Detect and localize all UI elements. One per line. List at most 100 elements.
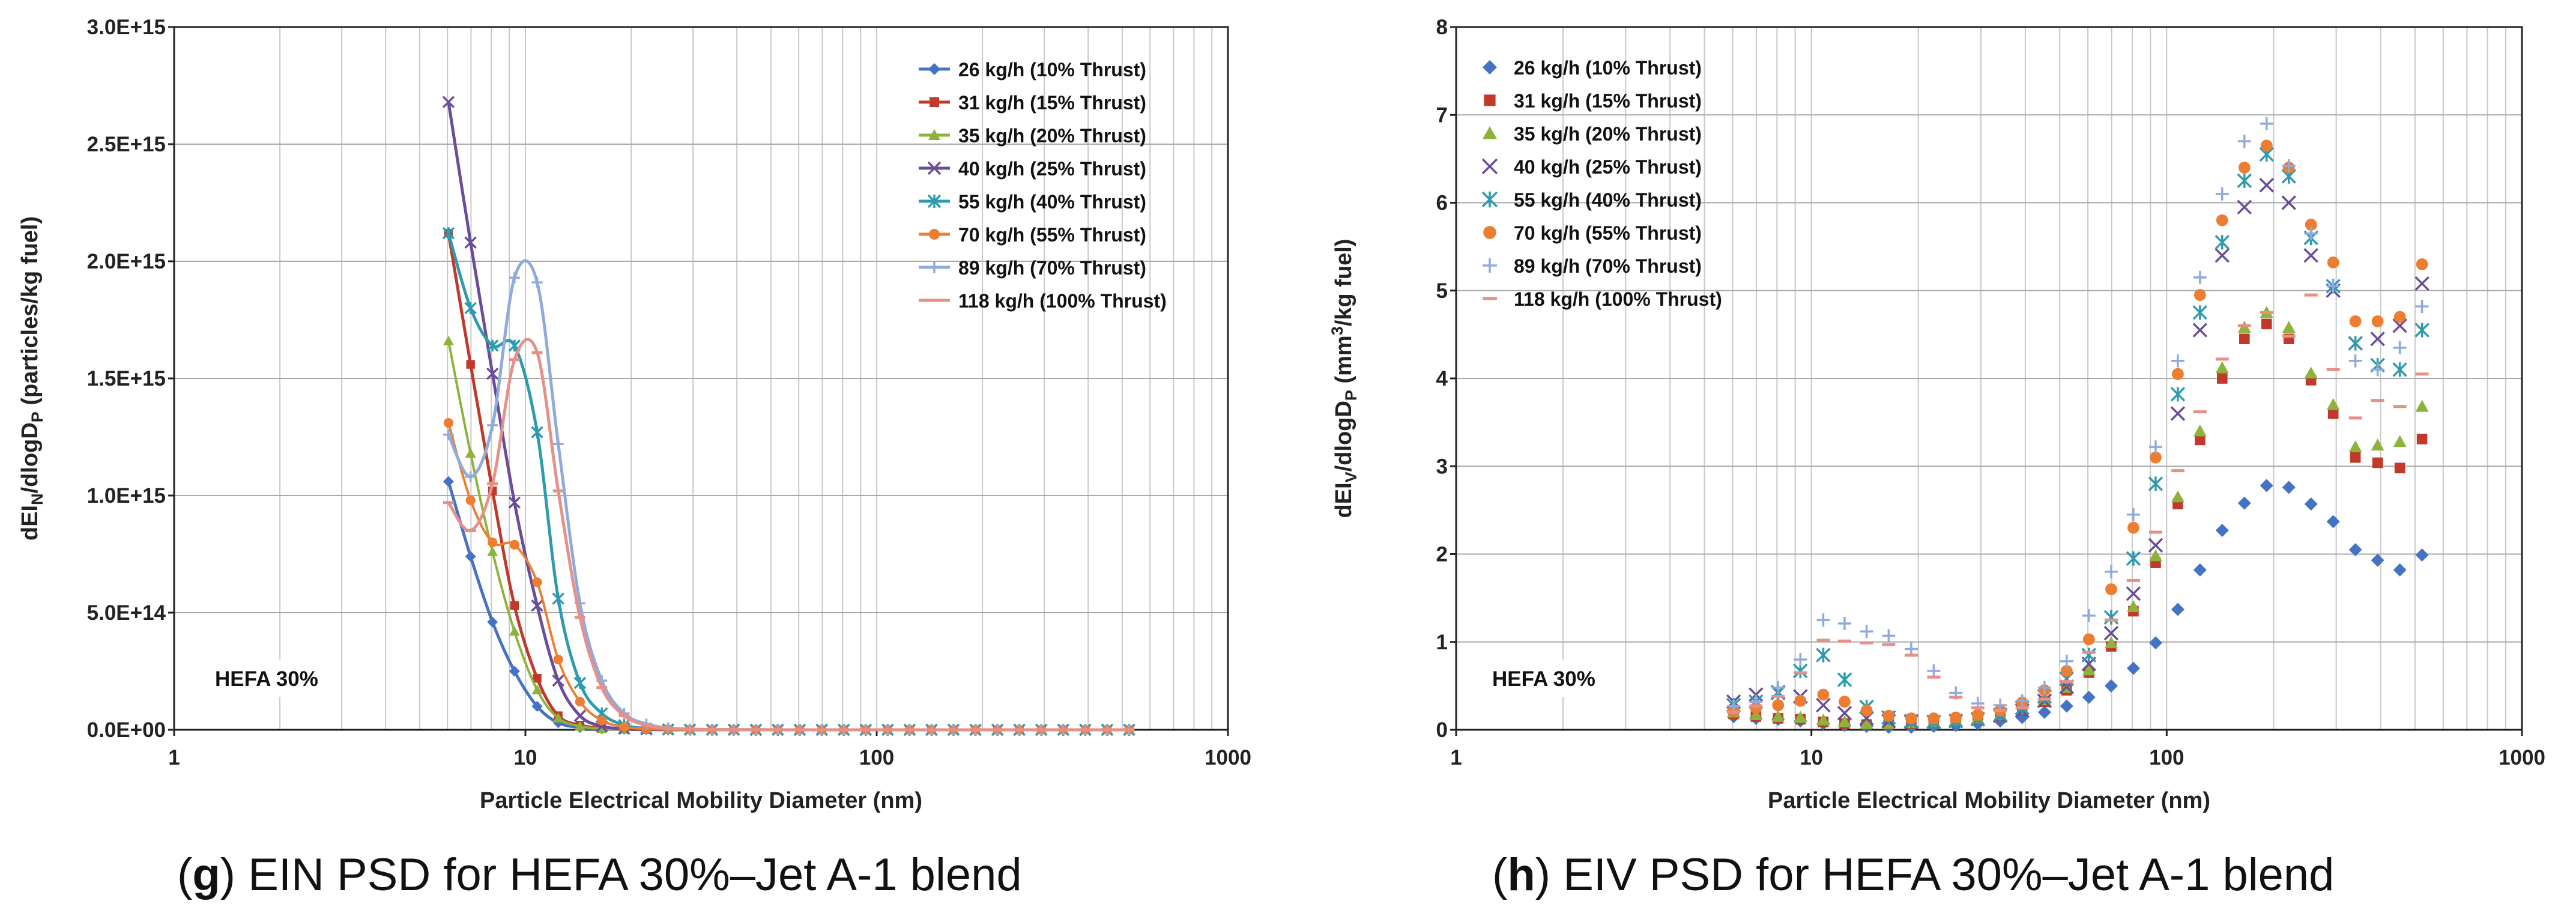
annotation-label: HEFA 30% (1492, 667, 1595, 691)
data-point (1816, 713, 1830, 726)
data-point (2150, 451, 2162, 464)
x-tick-label: 1 (168, 746, 180, 769)
data-point (2416, 258, 2428, 270)
legend-label: 70 kg/h (55% Thrust) (958, 224, 1146, 246)
caption-paren: ( (1492, 849, 1507, 900)
data-point (2193, 563, 2207, 577)
legend-label: 55 kg/h (40% Thrust) (958, 191, 1146, 213)
data-point (2350, 452, 2361, 463)
data-point (2082, 608, 2096, 622)
y-axis-label-part: /kg fuel) (1331, 239, 1356, 327)
data-point (2126, 508, 2140, 521)
y-axis-label-part: /dlogD (17, 422, 43, 493)
data-point (1772, 699, 1785, 711)
y-axis-label-part: N (28, 493, 46, 505)
gridlines (174, 26, 1228, 730)
data-point (2215, 187, 2229, 201)
data-point (443, 335, 454, 345)
data-point (2171, 602, 2184, 616)
data-point (2082, 690, 2096, 704)
data-point (2216, 373, 2228, 384)
legend-entry: 55 kg/h (40% Thrust) (1481, 189, 1702, 211)
data-point (2304, 226, 2318, 240)
data-point (2081, 648, 2097, 663)
series-2 (443, 335, 1135, 735)
data-point (2215, 361, 2229, 374)
series-2 (1727, 306, 2429, 729)
legend-swatch-marker (1483, 126, 1497, 139)
data-point (442, 226, 455, 240)
data-point (1927, 664, 1941, 678)
data-point (2216, 214, 2228, 226)
legend-entry: 55 kg/h (40% Thrust) (919, 191, 1146, 213)
x-tick-label: 100 (859, 746, 894, 769)
data-point (2104, 636, 2118, 649)
caption-text: EIV PSD for HEFA 30%–Jet A-1 blend (1563, 849, 2334, 900)
legend-label: 35 kg/h (20% Thrust) (958, 125, 1146, 147)
legend-entry: 89 kg/h (70% Thrust) (1483, 255, 1702, 277)
series-7 (1727, 293, 2429, 714)
data-point (2327, 256, 2339, 268)
y-tick-label: 3.0E+15 (87, 16, 166, 39)
legend-swatch-marker (928, 63, 940, 75)
data-point (509, 626, 520, 636)
data-point (533, 674, 542, 683)
data-point (2104, 679, 2118, 693)
data-point (2348, 336, 2363, 351)
legend-entry: 118 kg/h (100% Thrust) (919, 290, 1167, 312)
data-point (531, 426, 543, 438)
data-point (2103, 610, 2119, 625)
data-point (2281, 195, 2296, 210)
data-point (2260, 117, 2273, 130)
legend-swatch-marker (928, 129, 940, 140)
legend-label: 35 kg/h (20% Thrust) (1514, 123, 1702, 145)
legend-entry: 31 kg/h (15% Thrust) (919, 92, 1146, 114)
legend: 26 kg/h (10% Thrust) 31 kg/h (15% Thrust)… (1481, 57, 1722, 310)
figure-caption: (h) EIV PSD for HEFA 30%–Jet A-1 blend (1492, 849, 2334, 900)
y-tick-label: 2.0E+15 (87, 250, 166, 273)
series-6 (1727, 117, 2429, 713)
data-point (1771, 681, 1785, 694)
data-point (465, 551, 476, 562)
x-axis-label: Particle Electrical Mobility Diameter (n… (480, 788, 922, 813)
data-point (2370, 331, 2385, 347)
data-point (2414, 323, 2429, 338)
data-point (2215, 235, 2230, 250)
legend-entry: 40 kg/h (25% Thrust) (919, 158, 1146, 180)
data-point (552, 592, 564, 605)
legend-label: 26 kg/h (10% Thrust) (1514, 57, 1702, 79)
data-point (2105, 583, 2117, 595)
data-point (597, 715, 607, 726)
data-point (2282, 481, 2296, 494)
data-point (2416, 434, 2428, 444)
data-point (2194, 289, 2206, 301)
legend-swatch-marker (928, 261, 940, 273)
legend-entry: 40 kg/h (25% Thrust) (1481, 156, 1702, 178)
data-point (2282, 159, 2296, 173)
y-axis-label-part: V (1342, 472, 1360, 482)
series-1 (1728, 318, 2428, 730)
data-point (1837, 715, 1851, 727)
legend-entry: 70 kg/h (55% Thrust) (919, 224, 1146, 246)
data-point (1860, 717, 1873, 729)
data-point (2037, 705, 2051, 719)
series-0 (1727, 479, 2429, 734)
data-point (2304, 366, 2318, 379)
legend-swatch-marker (1484, 94, 1496, 106)
data-point (2126, 551, 2141, 566)
y-tick-label: 3 (1436, 455, 1448, 478)
caption-text: EIN PSD for HEFA 30%–Jet A-1 blend (248, 849, 1021, 900)
data-point (2260, 479, 2273, 493)
caption-paren: ( (177, 849, 192, 900)
data-point (531, 684, 543, 694)
legend-label: 55 kg/h (40% Thrust) (1514, 189, 1702, 211)
data-point (2192, 323, 2208, 338)
data-point (1839, 696, 1851, 708)
data-point (2193, 424, 2207, 437)
annotation-box (207, 660, 339, 697)
data-point (2326, 279, 2340, 293)
data-point (2170, 406, 2186, 421)
data-point (2238, 162, 2251, 174)
data-point (1816, 648, 1831, 663)
